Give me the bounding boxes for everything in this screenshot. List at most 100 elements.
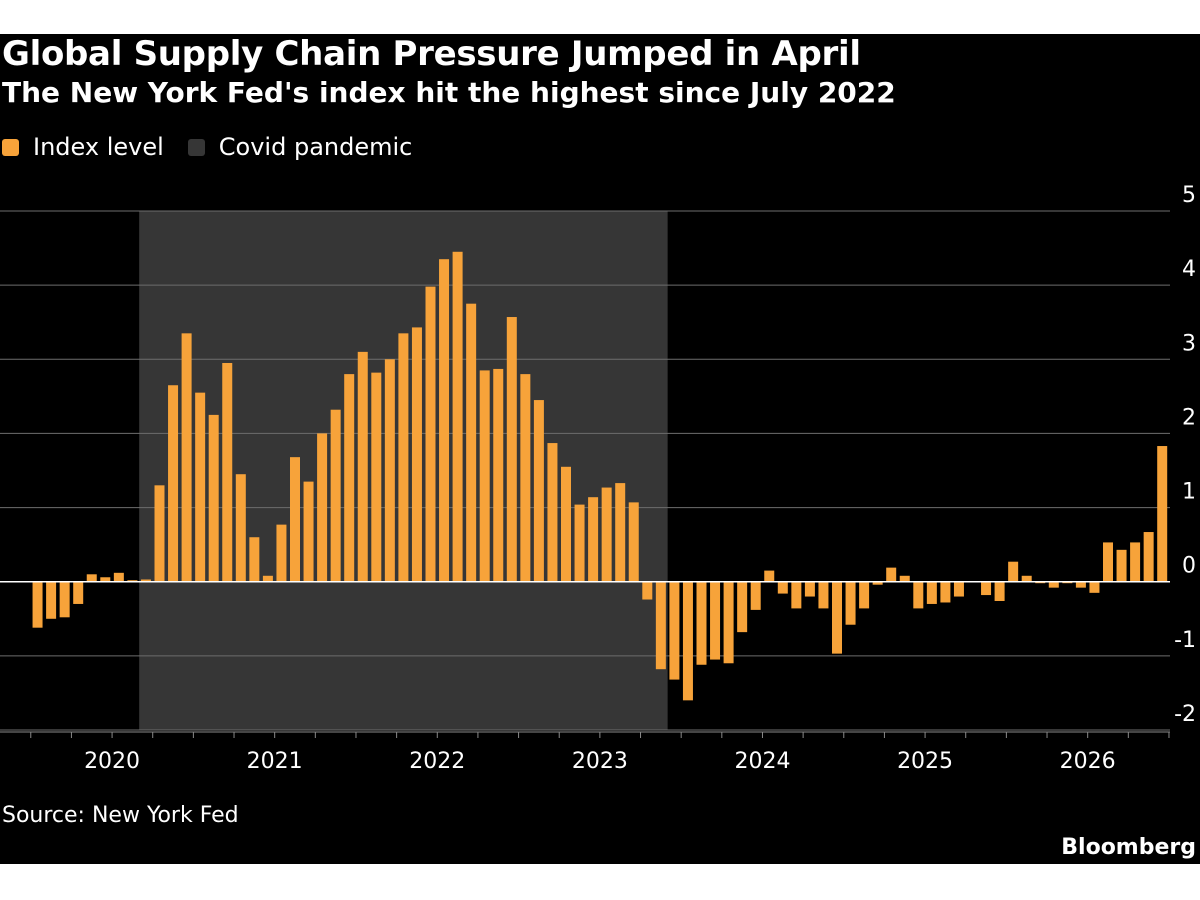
bar bbox=[398, 333, 409, 582]
y-tick-label: 5 bbox=[1182, 183, 1196, 208]
bar bbox=[479, 370, 490, 582]
bar bbox=[764, 570, 775, 582]
bar bbox=[262, 575, 273, 582]
bar bbox=[73, 581, 84, 604]
chart-panel: Global Supply Chain Pressure Jumped in A… bbox=[0, 34, 1200, 864]
chart-title: Global Supply Chain Pressure Jumped in A… bbox=[2, 34, 861, 74]
bar bbox=[46, 581, 57, 619]
bar bbox=[222, 362, 233, 582]
bar bbox=[357, 351, 368, 582]
bar bbox=[59, 581, 70, 618]
bar bbox=[384, 359, 395, 582]
bar bbox=[832, 581, 842, 654]
bar bbox=[439, 259, 450, 582]
bar bbox=[913, 581, 924, 609]
bar bbox=[1130, 542, 1141, 582]
bar bbox=[561, 466, 571, 582]
bar bbox=[791, 581, 802, 609]
x-tick-label: 2025 bbox=[897, 749, 953, 774]
bar bbox=[520, 374, 531, 582]
bar bbox=[696, 581, 707, 665]
bar bbox=[940, 581, 951, 603]
bar bbox=[506, 317, 517, 582]
bar bbox=[804, 581, 815, 597]
y-tick-label: 3 bbox=[1182, 331, 1196, 356]
bar bbox=[425, 286, 436, 582]
legend: Index level Covid pandemic bbox=[2, 132, 436, 162]
bar bbox=[886, 567, 897, 582]
y-tick-label: -1 bbox=[1174, 628, 1196, 653]
bar bbox=[1048, 581, 1059, 588]
bar bbox=[682, 581, 693, 701]
bar bbox=[208, 414, 219, 582]
bar bbox=[303, 481, 314, 582]
legend-swatch-index-level bbox=[2, 138, 19, 156]
brand-logo-text: Bloomberg bbox=[1061, 835, 1196, 860]
bars bbox=[19, 251, 1168, 701]
bar bbox=[872, 581, 883, 585]
legend-item-covid-pandemic: Covid pandemic bbox=[187, 133, 413, 161]
bar-chart: 5 4 3 2 1 0 -1 -2 2020 2021 2022 2023 2024 2025 2026 bbox=[0, 183, 1196, 774]
bar bbox=[1143, 532, 1154, 582]
bar bbox=[113, 572, 124, 582]
bar bbox=[1157, 446, 1168, 582]
bar bbox=[1089, 581, 1100, 593]
bar bbox=[547, 443, 558, 582]
bar bbox=[750, 581, 761, 610]
bar bbox=[411, 327, 422, 582]
bar bbox=[493, 368, 504, 582]
bar bbox=[276, 524, 287, 582]
bar bbox=[601, 487, 612, 582]
x-tick-label: 2023 bbox=[572, 749, 628, 774]
bar bbox=[818, 581, 829, 609]
y-tick-label: -2 bbox=[1174, 702, 1196, 727]
bar bbox=[1008, 561, 1019, 582]
bar bbox=[723, 581, 734, 664]
x-tick-label: 2022 bbox=[409, 749, 465, 774]
bar bbox=[290, 457, 300, 582]
bar bbox=[899, 575, 910, 582]
bar bbox=[371, 372, 382, 582]
legend-item-index-level: Index level bbox=[2, 133, 164, 161]
bar bbox=[642, 581, 653, 600]
bar bbox=[588, 497, 599, 582]
bar bbox=[344, 374, 355, 582]
bar bbox=[777, 581, 788, 594]
bar bbox=[981, 581, 992, 596]
bar bbox=[845, 581, 856, 625]
bar bbox=[926, 581, 937, 604]
y-tick-label: 4 bbox=[1182, 257, 1196, 282]
bar bbox=[574, 504, 585, 582]
bar bbox=[859, 581, 870, 609]
bar bbox=[195, 392, 206, 582]
bar bbox=[1075, 581, 1086, 588]
x-tick-label: 2021 bbox=[247, 749, 303, 774]
bar bbox=[1103, 542, 1113, 582]
tick-labels: 5 4 3 2 1 0 -1 -2 2020 2021 2022 2023 2024 2025 2026 bbox=[84, 183, 1196, 774]
bar bbox=[32, 581, 43, 628]
y-tick-label: 2 bbox=[1182, 405, 1196, 430]
y-tick-label: 0 bbox=[1182, 554, 1196, 579]
bar bbox=[669, 581, 680, 680]
bar bbox=[181, 333, 192, 582]
bar bbox=[140, 579, 151, 582]
gridlines bbox=[0, 210, 1170, 731]
x-tick-label: 2020 bbox=[84, 749, 140, 774]
legend-label-covid-pandemic: Covid pandemic bbox=[218, 133, 413, 161]
bar bbox=[235, 474, 246, 582]
bar bbox=[953, 581, 964, 597]
bar bbox=[615, 483, 626, 582]
bar bbox=[154, 485, 165, 582]
bar bbox=[655, 581, 666, 670]
bar bbox=[466, 303, 477, 582]
legend-label-index-level: Index level bbox=[33, 133, 164, 161]
bar bbox=[710, 581, 721, 660]
bar bbox=[330, 409, 341, 582]
bar bbox=[1116, 549, 1127, 582]
bar bbox=[737, 581, 748, 633]
bar bbox=[1021, 575, 1032, 582]
bar bbox=[317, 433, 328, 582]
bar bbox=[249, 537, 260, 582]
x-tick-label: 2026 bbox=[1060, 749, 1116, 774]
chart-subtitle: The New York Fed's index hit the highest… bbox=[2, 76, 896, 109]
